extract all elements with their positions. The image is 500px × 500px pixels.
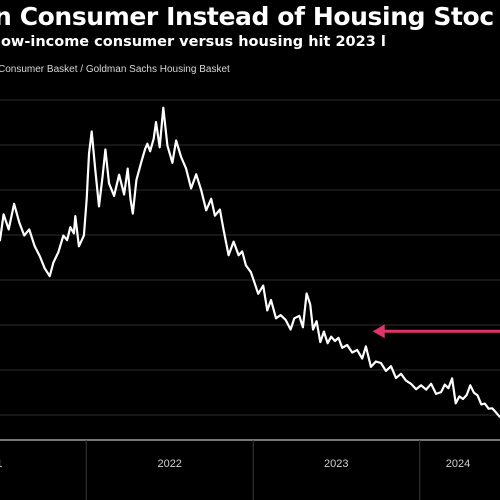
series-line xyxy=(0,106,500,418)
x-tick-label: 2024 xyxy=(446,458,470,470)
x-axis: 2022 2023 2024 2021 xyxy=(0,439,500,500)
chart-title: n Consumer Instead of Housing Stoc xyxy=(0,2,494,31)
annotation-group xyxy=(372,324,500,339)
annotation-arrow-head xyxy=(372,324,385,339)
x-tick-label: 2022 xyxy=(157,458,181,470)
x-tick-label: 2023 xyxy=(324,458,348,470)
legend-series-label: Consumer Basket / Goldman Sachs Housing … xyxy=(0,64,230,75)
chart-subtitle: low-income consumer versus housing hit 2… xyxy=(0,34,386,50)
grid-lines xyxy=(0,99,500,416)
series-group xyxy=(0,106,500,418)
x-tick-label: 2021 xyxy=(0,458,2,470)
